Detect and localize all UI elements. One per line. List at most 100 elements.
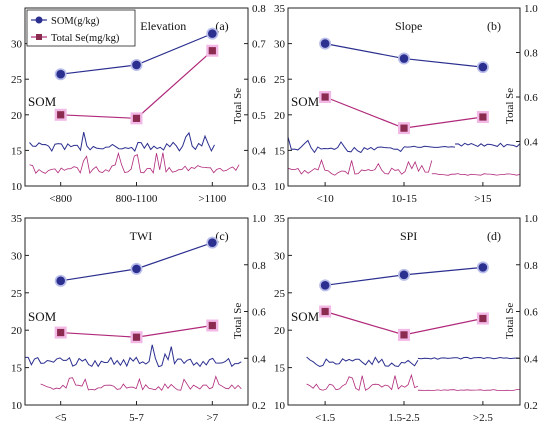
- som-point: [56, 276, 65, 286]
- left-axis-title: SOM: [291, 309, 320, 324]
- se-point: [400, 124, 408, 132]
- som-background-trace: [306, 356, 521, 368]
- se-point: [57, 111, 65, 119]
- left-tick-label: 35: [11, 213, 23, 225]
- legend: SOM(g/kg) Total Se(mg/kg): [26, 9, 136, 47]
- som-series-line: [60, 242, 213, 282]
- right-axis-title: Total Se: [504, 303, 516, 339]
- se-point: [208, 321, 216, 330]
- panel-label: (d): [487, 229, 501, 243]
- left-tick-label: 30: [274, 39, 286, 51]
- som-point: [208, 29, 217, 38]
- som-background-trace: [287, 136, 521, 154]
- right-tick-label: 0.8: [252, 260, 266, 272]
- legend-box: [26, 9, 136, 47]
- category-label: >2.5: [473, 412, 493, 424]
- left-tick-label: 15: [11, 145, 23, 157]
- som-point: [132, 264, 141, 274]
- left-axis-title: SOM: [28, 309, 57, 324]
- category-label: 5-7: [129, 412, 144, 424]
- right-tick-label: 0.7: [252, 39, 266, 51]
- right-tick-label: 0.6: [252, 74, 266, 86]
- som-point: [320, 39, 330, 48]
- som-point: [478, 263, 488, 272]
- panel-label: (a): [215, 19, 228, 33]
- panel-a: 10 15 20 25 30 0.3 0.4 0.5 0.6 0.7 0.8 <800 800-1100…: [11, 3, 266, 205]
- som-point: [208, 238, 217, 247]
- legend-som-label: SOM(g/kg): [51, 16, 100, 27]
- left-tick-label: 25: [274, 288, 286, 300]
- left-tick-label: 20: [274, 110, 286, 122]
- category-label: 10-15: [391, 193, 417, 205]
- se-point: [479, 113, 487, 121]
- right-tick-label: 0.8: [252, 3, 266, 15]
- right-axis-title: Total Se: [232, 88, 244, 124]
- left-tick-label: 10: [11, 181, 23, 193]
- left-tick-label: 25: [11, 288, 23, 300]
- left-tick-label: 30: [11, 250, 23, 262]
- category-label: <1.5: [315, 412, 335, 424]
- category-label: 1.5-2.5: [388, 412, 420, 424]
- category-label: >15: [474, 193, 492, 205]
- left-tick-label: 35: [274, 213, 286, 225]
- right-tick-label: 1.0: [252, 213, 266, 225]
- panel-title: TWI: [130, 229, 153, 243]
- left-axis-title: SOM: [291, 94, 320, 109]
- category-label: >1100: [198, 193, 226, 205]
- panel-d: 10 15 20 25 30 35 0.2 0.4 0.6 0.8 1.0 <1.5 1.5-2.5 >2…: [274, 213, 538, 424]
- se-point: [57, 328, 65, 337]
- right-tick-label: 0.4: [524, 353, 538, 365]
- se-point: [400, 331, 408, 339]
- som-point: [320, 281, 330, 290]
- category-label: >7: [206, 412, 218, 424]
- se-background-trace: [306, 373, 520, 391]
- right-tick-label: 1.0: [524, 3, 538, 15]
- category-label: <800: [49, 193, 72, 205]
- se-point: [132, 114, 141, 122]
- left-tick-label: 20: [274, 325, 286, 337]
- legend-se-marker: [36, 34, 42, 40]
- se-point: [208, 47, 216, 55]
- left-tick-label: 25: [274, 74, 286, 86]
- right-tick-label: 0.4: [252, 353, 266, 365]
- right-tick-label: 0.6: [524, 307, 538, 319]
- left-tick-label: 15: [274, 145, 286, 157]
- right-tick-label: 0.8: [524, 48, 538, 60]
- panel-c: 10 15 20 25 30 35 0.2 0.4 0.6 0.8 1.0 <5 5-7 >7 SOM Tot…: [11, 213, 266, 424]
- left-tick-label: 20: [11, 110, 23, 122]
- se-point: [479, 314, 487, 323]
- left-tick-label: 30: [11, 39, 23, 51]
- som-point: [132, 60, 141, 70]
- left-tick-label: 30: [274, 250, 286, 262]
- category-label: <10: [317, 193, 335, 205]
- right-tick-label: 0.2: [252, 400, 266, 412]
- right-tick-label: 0.4: [524, 137, 538, 149]
- right-tick-label: 0.3: [252, 181, 266, 193]
- panel-title: Elevation: [140, 19, 186, 33]
- right-axis-title: Total Se: [232, 303, 244, 339]
- right-tick-label: 0.5: [252, 110, 266, 122]
- panel-label: (b): [487, 19, 501, 33]
- left-tick-label: 15: [274, 363, 286, 375]
- right-tick-label: 0.2: [524, 400, 538, 412]
- som-point: [399, 270, 409, 280]
- panel-label: (c): [215, 229, 228, 243]
- left-tick-label: 10: [274, 181, 286, 193]
- panel-b: 10 15 20 25 30 35 0.4 0.6 0.8 1.0 <10 10-15 >15 SOM To…: [274, 3, 538, 205]
- se-point: [321, 307, 329, 316]
- category-label: 800-1100: [116, 193, 158, 205]
- right-axis-title: Total Se: [504, 88, 516, 124]
- panel-title: Slope: [395, 19, 422, 33]
- som-point: [399, 54, 409, 63]
- right-tick-label: 0.6: [524, 92, 538, 104]
- left-tick-label: 35: [274, 3, 286, 15]
- left-tick-label: 10: [11, 400, 23, 412]
- left-tick-label: 10: [274, 400, 286, 412]
- legend-som-marker: [35, 16, 43, 24]
- left-axis-title: SOM: [28, 94, 57, 109]
- se-point: [132, 333, 141, 341]
- right-tick-label: 1.0: [524, 213, 538, 225]
- panel-title: SPI: [400, 229, 417, 243]
- se-background-trace: [287, 158, 521, 176]
